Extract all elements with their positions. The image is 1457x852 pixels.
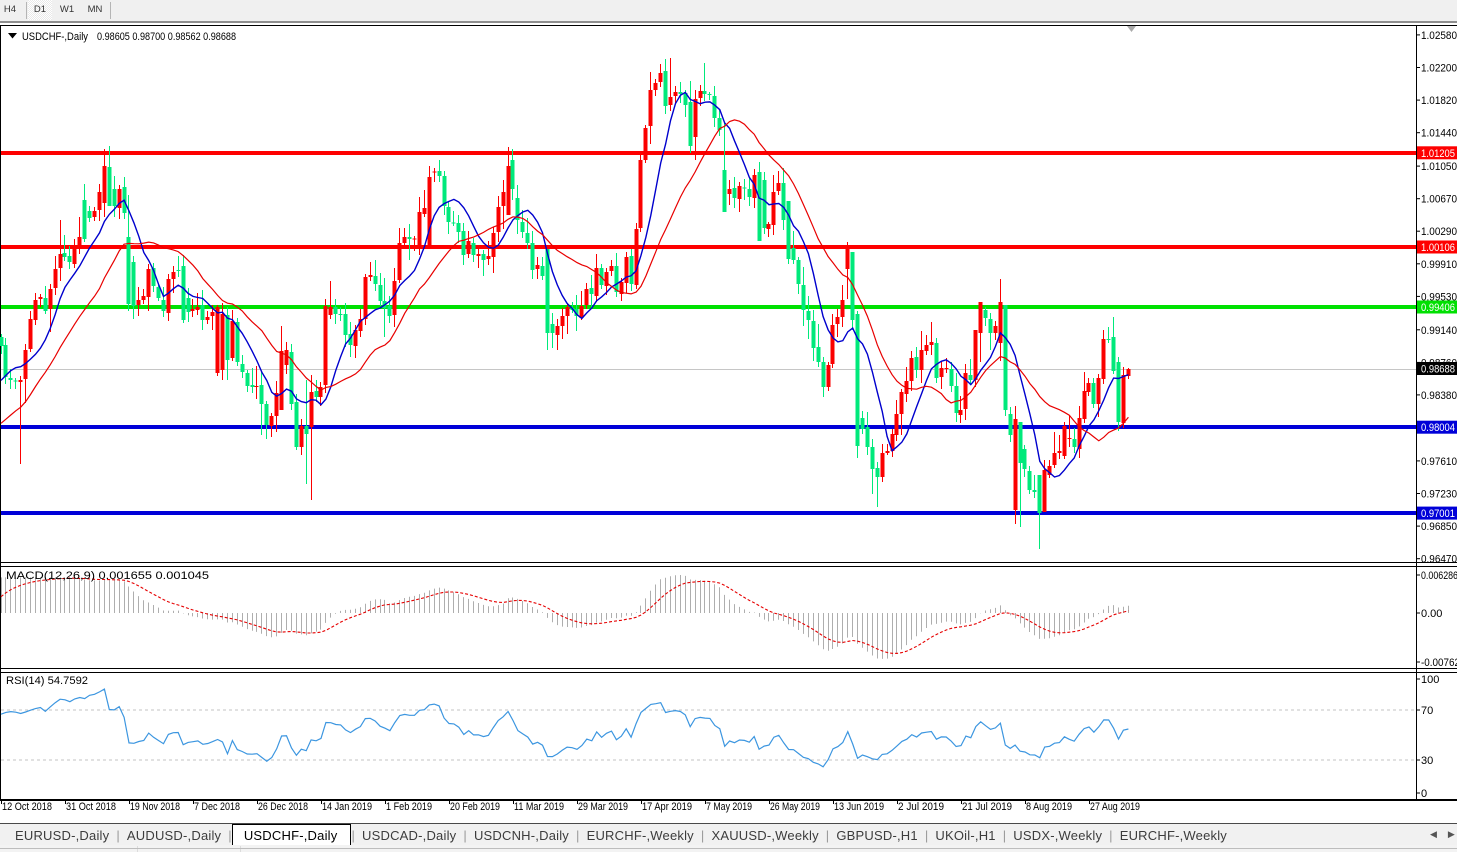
svg-text:21 Jul 2019: 21 Jul 2019 xyxy=(962,801,1012,813)
svg-text:13 Jun 2019: 13 Jun 2019 xyxy=(834,801,884,813)
svg-text:RSI(14) 54.7592: RSI(14) 54.7592 xyxy=(6,675,88,687)
svg-text:20 Feb 2019: 20 Feb 2019 xyxy=(450,801,500,813)
svg-text:0.99406: 0.99406 xyxy=(1421,302,1455,314)
svg-text:11 Mar 2019: 11 Mar 2019 xyxy=(514,801,564,813)
svg-text:26 Dec 2018: 26 Dec 2018 xyxy=(258,801,308,813)
svg-text:7 Dec 2018: 7 Dec 2018 xyxy=(194,801,240,813)
svg-text:0.96850: 0.96850 xyxy=(1421,521,1457,533)
svg-text:0.98688: 0.98688 xyxy=(1421,364,1455,376)
svg-text:-0.00762: -0.00762 xyxy=(1421,657,1457,669)
svg-text:17 Apr 2019: 17 Apr 2019 xyxy=(642,801,692,813)
svg-text:1 Feb 2019: 1 Feb 2019 xyxy=(386,801,432,813)
svg-text:USDCHF-,Daily: USDCHF-,Daily xyxy=(22,31,88,43)
svg-text:70: 70 xyxy=(1421,705,1433,717)
svg-text:0.99140: 0.99140 xyxy=(1421,325,1457,337)
svg-text:1.00106: 1.00106 xyxy=(1421,242,1455,254)
svg-text:1.00290: 1.00290 xyxy=(1421,226,1457,238)
svg-text:7 May 2019: 7 May 2019 xyxy=(706,801,752,813)
svg-text:14 Jan 2019: 14 Jan 2019 xyxy=(322,801,372,813)
svg-text:8 Aug 2019: 8 Aug 2019 xyxy=(1026,801,1072,813)
svg-text:0.98605 0.98700 0.98562 0.9868: 0.98605 0.98700 0.98562 0.98688 xyxy=(97,31,236,43)
svg-text:0.98004: 0.98004 xyxy=(1421,422,1455,434)
svg-text:0.98380: 0.98380 xyxy=(1421,390,1457,402)
svg-text:0.96470: 0.96470 xyxy=(1421,554,1457,566)
svg-text:2 Jul 2019: 2 Jul 2019 xyxy=(898,801,944,813)
svg-text:0: 0 xyxy=(1421,788,1427,800)
svg-text:1.02200: 1.02200 xyxy=(1421,63,1457,75)
svg-text:1.01820: 1.01820 xyxy=(1421,95,1457,107)
svg-text:100: 100 xyxy=(1421,674,1439,686)
svg-text:0.99530: 0.99530 xyxy=(1421,291,1457,303)
svg-text:27 Aug 2019: 27 Aug 2019 xyxy=(1090,801,1140,813)
svg-text:30: 30 xyxy=(1421,755,1433,767)
svg-text:12 Oct 2018: 12 Oct 2018 xyxy=(2,801,52,813)
svg-text:0.97230: 0.97230 xyxy=(1421,489,1457,501)
svg-text:1.00670: 1.00670 xyxy=(1421,194,1457,206)
svg-text:1.01205: 1.01205 xyxy=(1421,148,1455,160)
svg-text:1.01440: 1.01440 xyxy=(1421,128,1457,140)
svg-text:0.97001: 0.97001 xyxy=(1421,508,1455,520)
svg-text:29 Mar 2019: 29 Mar 2019 xyxy=(578,801,628,813)
svg-text:19 Nov 2018: 19 Nov 2018 xyxy=(130,801,180,813)
svg-text:26 May 2019: 26 May 2019 xyxy=(770,801,820,813)
svg-text:0.99910: 0.99910 xyxy=(1421,259,1457,271)
svg-text:0.97610: 0.97610 xyxy=(1421,456,1457,468)
svg-text:31 Oct 2018: 31 Oct 2018 xyxy=(66,801,116,813)
svg-text:0.006286: 0.006286 xyxy=(1421,570,1457,582)
svg-text:0.00: 0.00 xyxy=(1421,608,1442,620)
svg-text:1.02580: 1.02580 xyxy=(1421,30,1457,42)
svg-text:1.01050: 1.01050 xyxy=(1421,161,1457,173)
svg-text:MACD(12,26,9) 0.001655 0.00104: MACD(12,26,9) 0.001655 0.001045 xyxy=(6,570,209,582)
